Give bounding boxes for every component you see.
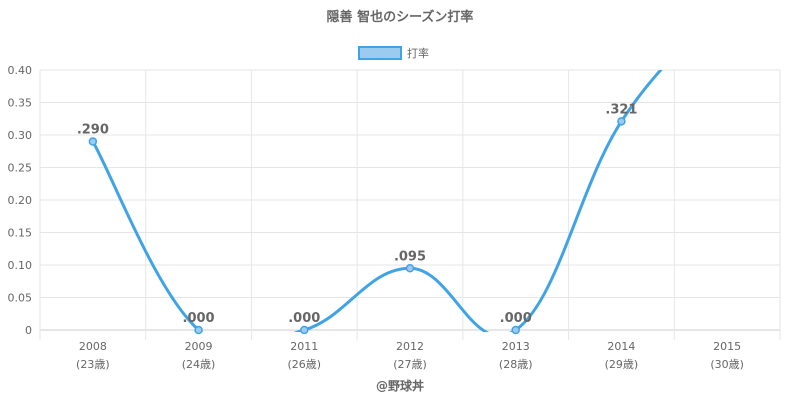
data-point	[300, 325, 309, 335]
x-tick-sublabel: (28歳)	[499, 358, 533, 371]
y-tick-label: 0.30	[8, 129, 33, 142]
legend-swatch	[358, 46, 402, 60]
data-point	[511, 325, 520, 335]
y-tick-label: 0.10	[8, 259, 33, 272]
y-tick-label: 0	[25, 324, 32, 337]
x-tick-sublabel: (27歳)	[393, 358, 427, 371]
legend-label: 打率	[407, 46, 429, 60]
x-tick-label: 2008	[79, 340, 107, 353]
data-label: .000	[288, 311, 320, 326]
grid	[39, 69, 781, 340]
plot-area: .290 .000 .000 .095 .000 .321	[77, 70, 663, 335]
data-point	[194, 325, 203, 335]
data-point	[617, 117, 626, 126]
x-tick-sublabel: (30歳)	[710, 358, 744, 371]
y-tick-label: 0.40	[8, 64, 33, 77]
x-tick-label: 2014	[607, 340, 635, 353]
y-tick-label: 0.05	[8, 292, 33, 305]
data-label: .000	[500, 311, 532, 326]
legend[interactable]: 打率	[358, 46, 429, 60]
x-tick-sublabel: (26歳)	[287, 358, 321, 371]
data-label: .290	[77, 123, 109, 138]
data-label: .095	[394, 249, 426, 264]
x-axis: 2008 (23歳) 2009 (24歳) 2011 (26歳) 2012 (27歳) 2013…	[76, 340, 744, 371]
x-tick-label: 2009	[185, 340, 213, 353]
y-axis: 0 0.05 0.10 0.15 0.20 0.25 0.30 0.35 0.40	[8, 64, 33, 337]
y-tick-label: 0.20	[8, 194, 33, 207]
data-point	[405, 264, 415, 273]
x-tick-sublabel: (29歳)	[605, 358, 639, 371]
y-tick-label: 0.25	[8, 162, 33, 175]
credit-label: @野球丼	[376, 378, 424, 393]
y-tick-label: 0.15	[8, 227, 33, 240]
x-tick-label: 2011	[290, 340, 318, 353]
x-tick-sublabel: (24歳)	[182, 358, 216, 371]
x-tick-label: 2013	[502, 340, 530, 353]
chart-title: 隠善 智也のシーズン打率	[327, 9, 474, 25]
y-tick-label: 0.35	[8, 97, 33, 110]
x-tick-label: 2012	[396, 340, 424, 353]
x-tick-label: 2015	[713, 340, 741, 353]
x-tick-sublabel: (23歳)	[76, 358, 110, 371]
data-label: .321	[605, 102, 637, 117]
data-label: .000	[183, 311, 215, 326]
data-point	[88, 137, 98, 146]
